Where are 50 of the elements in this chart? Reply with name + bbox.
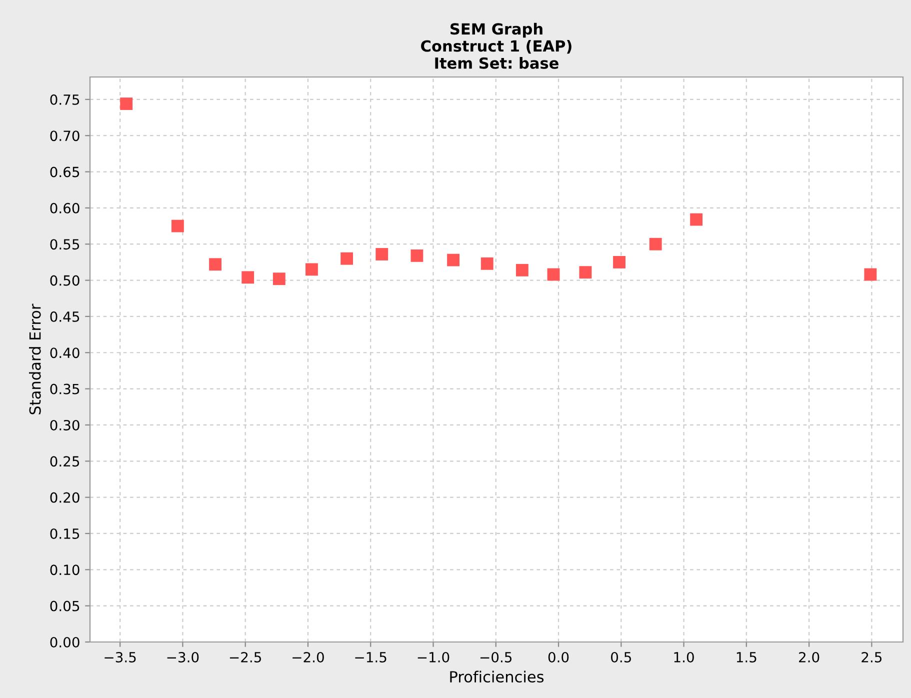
x-tick-label: −1.0 xyxy=(418,652,450,662)
y-axis-title: Standard Error xyxy=(29,304,41,414)
y-tick-label: 0.25 xyxy=(50,456,80,467)
point xyxy=(376,248,388,260)
point xyxy=(516,264,528,276)
point xyxy=(649,238,662,250)
x-tick-label: 0.5 xyxy=(611,652,631,662)
y-tick-label: 0.75 xyxy=(50,94,80,105)
point xyxy=(579,266,592,279)
point xyxy=(547,268,560,281)
point xyxy=(447,254,460,266)
point xyxy=(480,257,494,270)
y-tick-label: 0.50 xyxy=(50,275,80,286)
y-tick-label: 0.60 xyxy=(50,202,80,214)
x-tick-label: 2.0 xyxy=(799,652,820,662)
y-tick-label: 0.65 xyxy=(50,166,80,178)
x-tick-label: −0.5 xyxy=(480,652,512,662)
point xyxy=(120,98,133,110)
point xyxy=(306,263,318,276)
point xyxy=(171,220,184,232)
y-tick-label: 0.00 xyxy=(50,636,80,648)
point xyxy=(864,268,877,281)
x-tick-label: −2.5 xyxy=(230,652,261,662)
y-tick-label: 0.15 xyxy=(50,528,80,539)
point xyxy=(272,272,286,286)
x-tick-label: −3.5 xyxy=(104,652,136,662)
x-tick-label: 1.5 xyxy=(736,652,756,662)
chart-title: SEM Graph Construct 1 (EAP) Item Set: base xyxy=(421,22,572,69)
y-tick-label: 0.35 xyxy=(50,384,80,394)
y-tick-label: 0.40 xyxy=(50,348,80,358)
point xyxy=(410,249,424,262)
y-tick-label: 0.70 xyxy=(50,130,80,142)
x-tick-label: −3.0 xyxy=(167,652,199,662)
y-tick-label: 0.55 xyxy=(50,239,80,250)
x-tick-label: 1.0 xyxy=(674,652,694,662)
point xyxy=(613,256,626,268)
y-tick-label: 0.45 xyxy=(50,311,80,322)
y-tick-label: 0.20 xyxy=(50,492,80,503)
y-tick-label: 0.30 xyxy=(50,420,80,430)
x-axis-title: Proficiencies xyxy=(450,670,544,683)
point xyxy=(340,252,354,265)
x-tick-label: −2.0 xyxy=(292,652,324,662)
x-tick-label: 2.5 xyxy=(862,652,882,662)
x-tick-label: 0.0 xyxy=(548,652,569,662)
point xyxy=(242,271,254,284)
y-tick-label: 0.05 xyxy=(50,600,80,612)
x-tick-label: −1.5 xyxy=(355,652,386,662)
point xyxy=(209,258,222,271)
y-tick-label: 0.10 xyxy=(50,564,80,576)
point xyxy=(690,213,703,226)
